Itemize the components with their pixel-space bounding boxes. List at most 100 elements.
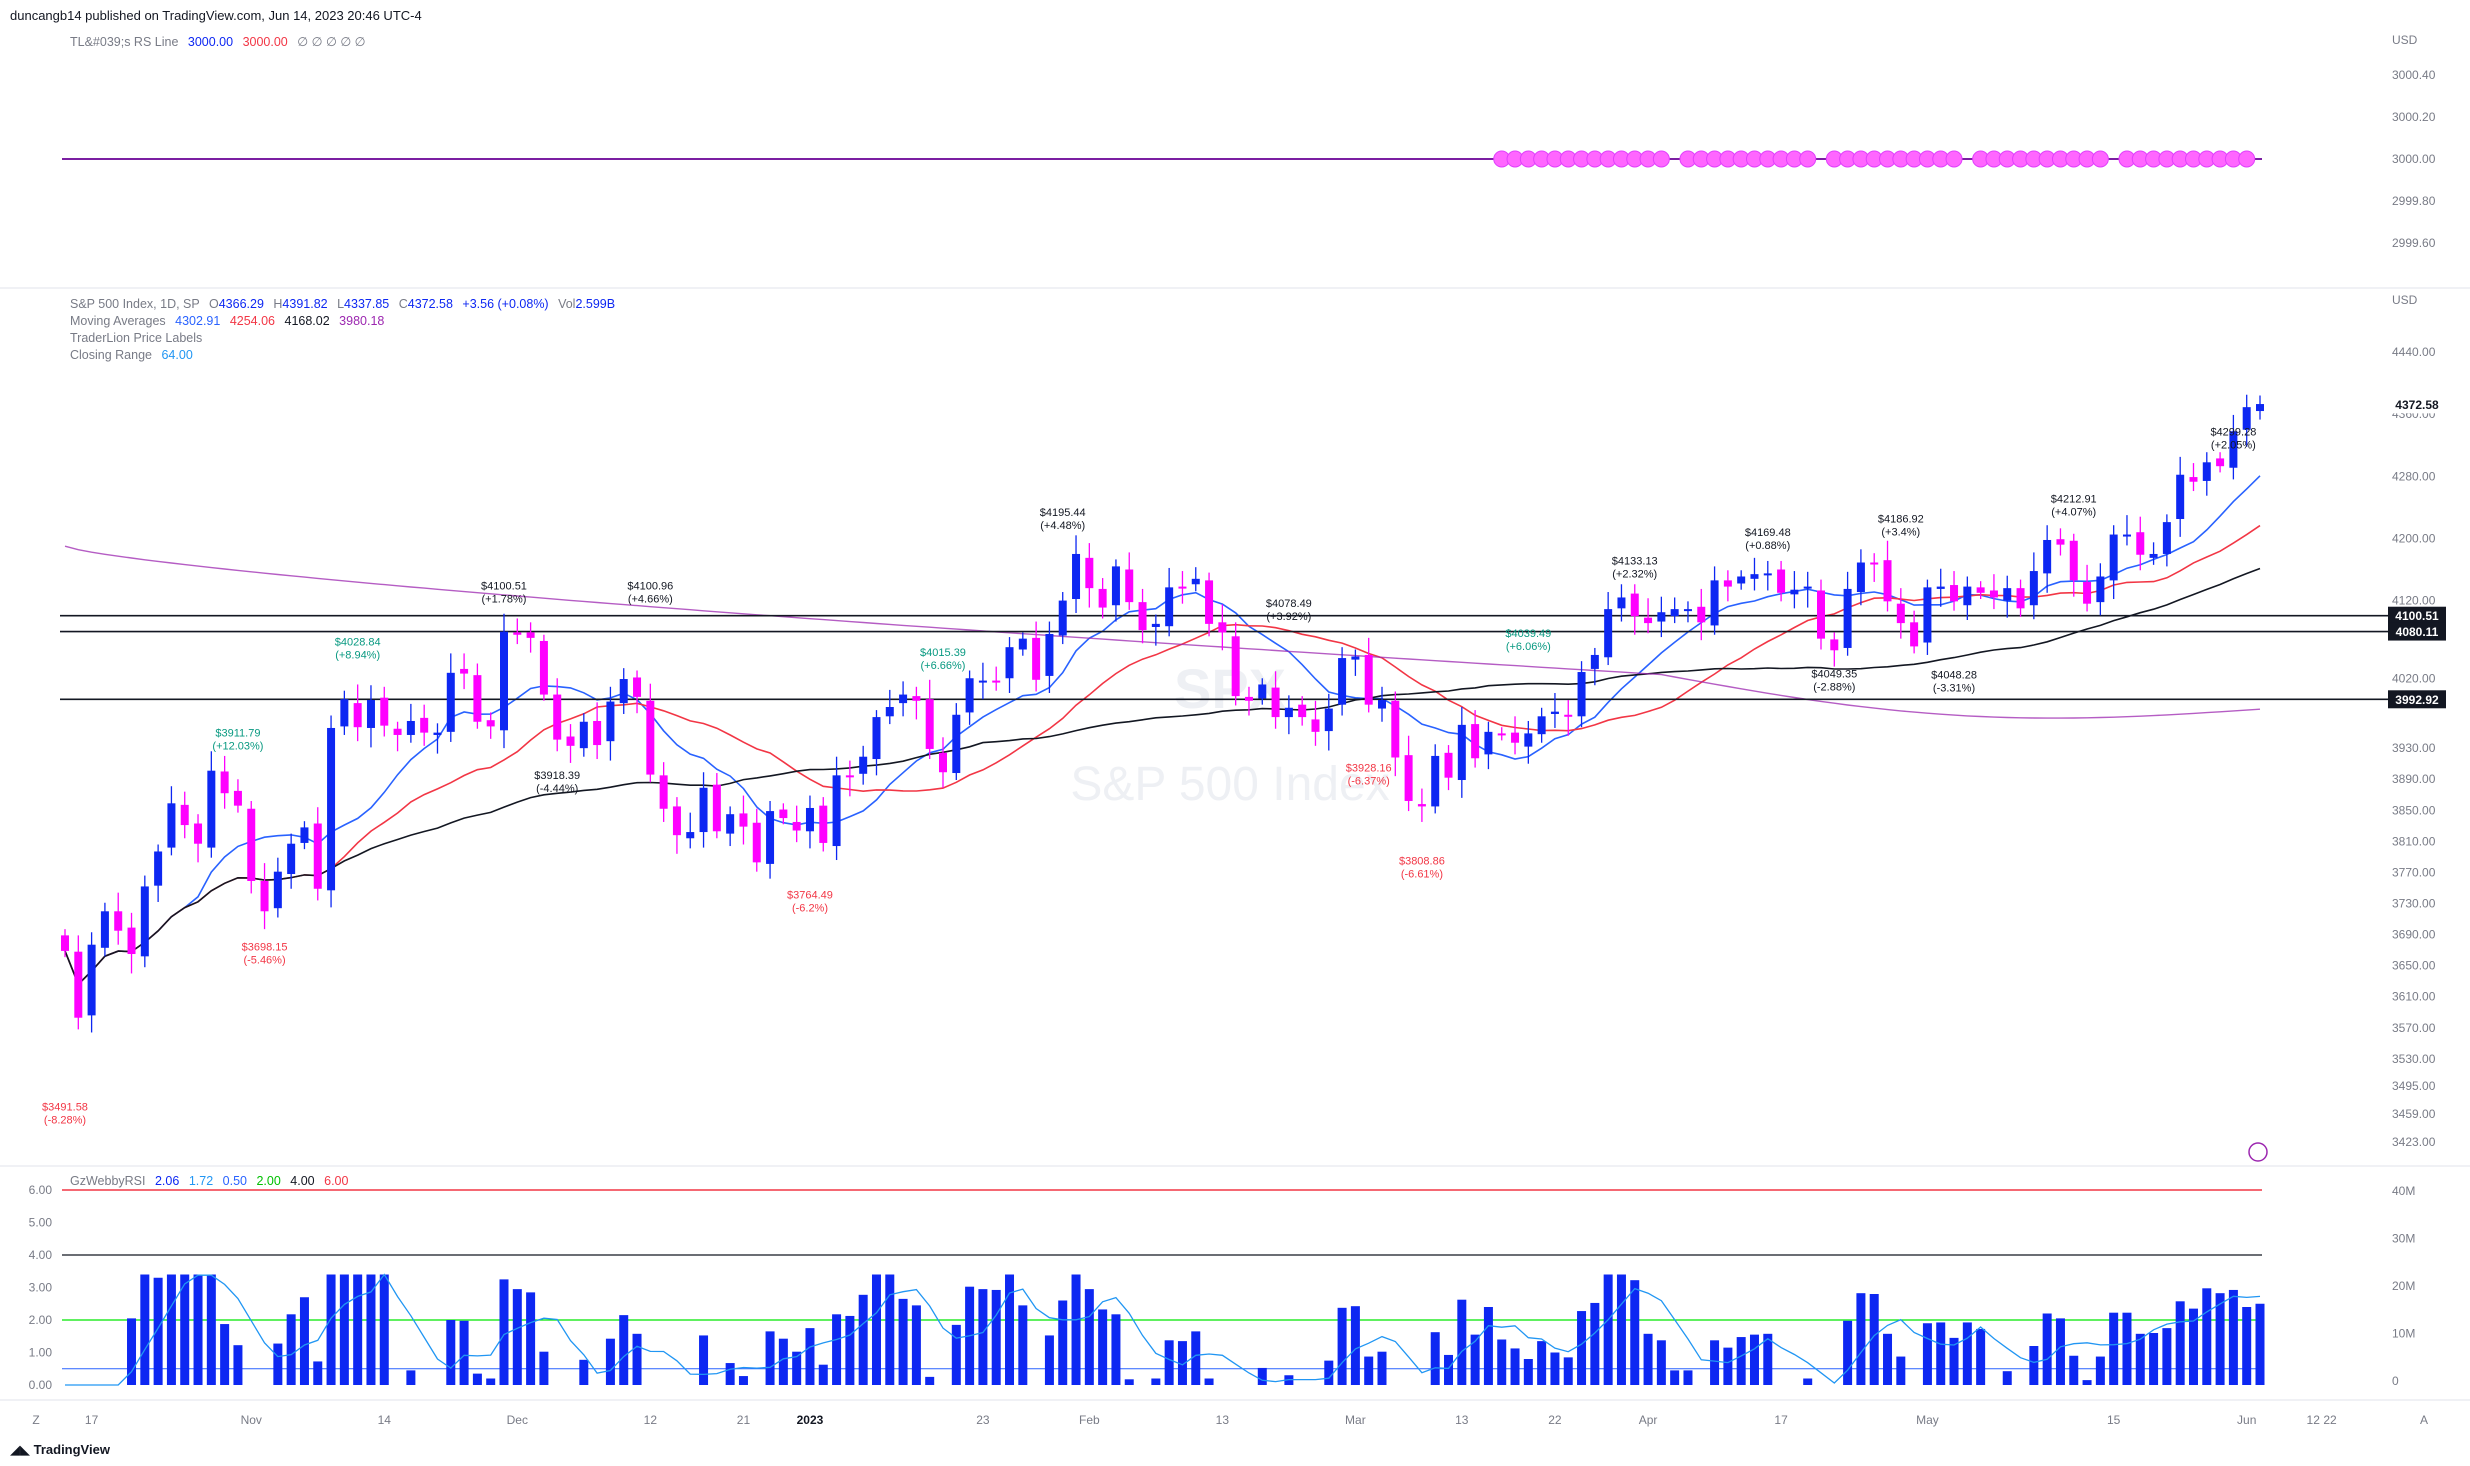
rsi-bar (1976, 1328, 1986, 1385)
price-annotation: $4100.96 (627, 580, 673, 592)
time-axis-label: 12 (644, 1413, 658, 1427)
candle-body (1817, 590, 1825, 639)
rsi-value-3: 0.50 (222, 1174, 247, 1188)
price-annotation: $4048.28 (1931, 669, 1977, 681)
candle-body (2216, 458, 2225, 467)
rsi-bar (1337, 1307, 1347, 1385)
rsi-bar (699, 1335, 709, 1385)
candle-body (885, 706, 894, 717)
price-annotation-pct: (+1.78%) (482, 594, 527, 606)
price-annotation-pct: (+6.06%) (1506, 641, 1551, 653)
ohlc-high-label: H (273, 297, 283, 311)
rsi-bar (778, 1338, 788, 1385)
candle-body (2122, 534, 2131, 537)
rs-dot (1652, 150, 1670, 168)
ohlc-low-label: L (337, 297, 345, 311)
rsi-bar (1749, 1334, 1759, 1385)
rsi-tick-label: 2.00 (29, 1313, 53, 1327)
tradingview-logo[interactable]: ◢◣ TradingView (10, 1442, 110, 1458)
volume-value: 2.599B (575, 297, 616, 311)
rsi-bar (526, 1292, 536, 1385)
candle-body (1098, 588, 1107, 608)
rsi-bar (1537, 1341, 1547, 1385)
volume-tick-label: 10M (2392, 1327, 2415, 1341)
price-annotation: $3491.58 (42, 1102, 88, 1114)
closing-range-value: 64.00 (161, 348, 193, 362)
price-annotation-pct: (-8.28%) (44, 1115, 86, 1127)
candle-body (2096, 576, 2105, 603)
candle-body (1298, 704, 1307, 718)
candle-body (566, 736, 575, 746)
candle-body (1537, 716, 1546, 735)
rsi-bar (2122, 1312, 2132, 1385)
candle-body (420, 717, 429, 733)
candle-body (260, 880, 269, 912)
candle-body (1258, 684, 1267, 699)
rsi-bar (1563, 1357, 1573, 1385)
rsi-bar (313, 1361, 323, 1385)
candle-body (699, 787, 708, 833)
candle-body (1577, 672, 1586, 717)
candle-body (1710, 580, 1719, 626)
candle-body (340, 699, 349, 727)
candle-body (1404, 755, 1413, 801)
rsi-bar (206, 1274, 216, 1385)
rsi-tick-label: 4.00 (29, 1248, 53, 1262)
rsi-bar (818, 1364, 828, 1385)
candle-body (659, 775, 668, 809)
price-level-tag-text: 4100.51 (2395, 609, 2439, 623)
rsi-bar (911, 1305, 921, 1385)
time-axis-label: May (1916, 1413, 1939, 1427)
price-annotation-pct: (+12.03%) (212, 740, 263, 752)
rsi-bar (1723, 1347, 1733, 1385)
price-annotation: $4186.92 (1878, 514, 1924, 526)
tradingview-brand: TradingView (33, 1442, 110, 1457)
candle-body (233, 790, 242, 806)
candle-body (899, 694, 908, 704)
rsi-bar (845, 1315, 855, 1385)
rsi-tick-label: 3.00 (29, 1281, 53, 1295)
price-tick-label: 3890.00 (2392, 772, 2436, 786)
candle-body (1976, 587, 1985, 593)
time-axis-label: Jun (2237, 1413, 2256, 1427)
price-annotation: $4212.91 (2051, 493, 2097, 505)
candle-body (380, 697, 389, 726)
candle-body (1324, 708, 1333, 732)
rsi-bar (233, 1345, 243, 1385)
candle-body (1125, 569, 1134, 603)
ma-21-line (64, 524, 2261, 986)
candle-body (1497, 733, 1506, 736)
candle-body (526, 632, 535, 638)
ma-21-value: 4254.06 (229, 314, 276, 328)
rsi-bar (1869, 1294, 1879, 1385)
candle-body (1284, 707, 1293, 718)
symbol-name: S&P 500 Index, 1D, SP (70, 297, 200, 311)
rsi-bar (1683, 1370, 1693, 1385)
price-annotation: $3764.49 (787, 890, 833, 902)
rsi-bar (326, 1274, 336, 1385)
ma-legend-title: Moving Averages (70, 314, 166, 328)
candle-body (1923, 587, 1932, 643)
candle-body (819, 805, 828, 843)
price-annotation-pct: (-6.37%) (1348, 776, 1390, 788)
candle-body (393, 728, 402, 735)
price-level-tag: 4100.51 (2388, 606, 2446, 625)
rsi-bar (486, 1378, 496, 1385)
price-annotation-pct: (+8.94%) (335, 649, 380, 661)
candle-body (74, 951, 83, 1018)
price-annotation: $4169.48 (1745, 527, 1791, 539)
rs-tick-label: 3000.00 (2392, 152, 2436, 166)
rsi-bar (2255, 1303, 2265, 1385)
rsi-bar (978, 1289, 988, 1385)
candle-body (100, 911, 109, 948)
candle-body (327, 727, 336, 891)
time-axis-label: 13 (1216, 1413, 1230, 1427)
rsi-bar (898, 1298, 908, 1385)
candle-body (1737, 576, 1746, 584)
price-annotation-pct: (+4.66%) (628, 593, 673, 605)
rsi-bar (1590, 1302, 1600, 1385)
lightning-icon (2248, 1142, 2268, 1162)
rsi-bar (1510, 1348, 1520, 1385)
candle-body (1604, 609, 1613, 658)
